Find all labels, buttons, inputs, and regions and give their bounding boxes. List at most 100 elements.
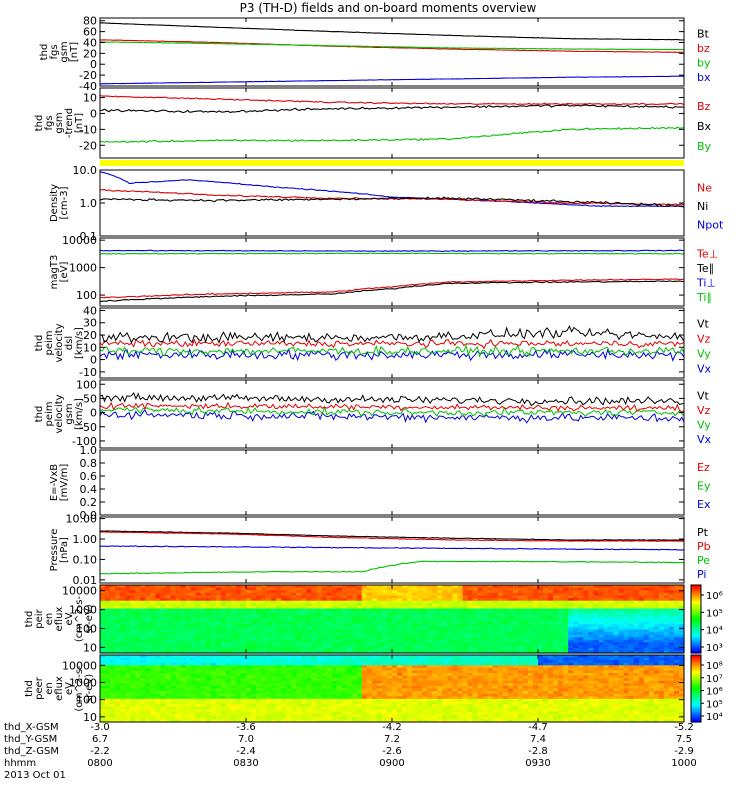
spectrogram-cell [246, 696, 252, 700]
spectrogram-cell [276, 632, 282, 636]
spectrogram-cell [165, 613, 171, 617]
spectrogram-cell [402, 688, 408, 692]
spectrogram-cell [593, 613, 599, 617]
spectrogram-cell [376, 626, 383, 630]
spectrogram-cell [180, 639, 187, 644]
spectrogram-cell [185, 714, 192, 718]
spectrogram-cell [477, 621, 484, 625]
spectrogram-cell [175, 667, 182, 672]
spectrogram-cell [578, 590, 584, 594]
spectrogram-cell [648, 590, 655, 594]
spectrogram-cell [563, 626, 569, 630]
spectrogram-cell [452, 595, 458, 599]
spectrogram-cell [381, 660, 388, 664]
spectrogram-cell [301, 592, 307, 596]
spectrogram-cell [175, 619, 182, 623]
spectrogram-cell [673, 632, 680, 636]
spectrogram-cell [326, 716, 333, 720]
spectrogram-cell [548, 637, 554, 641]
spectrogram-cell [472, 637, 479, 641]
spectrogram-cell [210, 587, 217, 591]
spectrogram-cell [105, 670, 111, 674]
spectrogram-cell [135, 637, 141, 641]
spectrogram-cell [200, 632, 207, 636]
spectrogram-cell [613, 592, 620, 596]
spectrogram-cell [371, 608, 378, 612]
spectrogram-cell [150, 590, 156, 594]
spectrogram-cell [210, 650, 217, 654]
spectrogram-cell [140, 642, 146, 646]
spectrogram-cell [412, 629, 418, 633]
spectrogram-cell [638, 629, 645, 633]
spectrogram-cell [412, 621, 418, 625]
spectrogram-cell [593, 645, 599, 649]
spectrogram-cell [392, 716, 398, 720]
spectrogram-cell [593, 624, 599, 628]
spectrogram-cell [633, 619, 640, 623]
spectrogram-cell [150, 675, 156, 679]
spectrogram-cell [296, 616, 302, 620]
spectrogram-cell [467, 639, 474, 644]
spectrogram-cell [422, 603, 428, 607]
spectrogram-cell [180, 598, 187, 602]
spectrogram-cell [371, 650, 378, 654]
spectrogram-cell [286, 678, 292, 682]
spectrogram-cell [331, 621, 338, 625]
spectrogram-cell [311, 637, 317, 641]
spectrogram-cell [397, 714, 403, 718]
spectrogram-cell [296, 613, 302, 617]
spectrogram-cell [402, 629, 408, 633]
spectrogram-cell [321, 691, 328, 695]
spectrogram-cell [321, 698, 328, 702]
spectrogram-cell [100, 634, 106, 638]
spectrogram-cell [225, 714, 232, 718]
spectrogram-cell [165, 701, 171, 705]
spectrogram-cell [150, 613, 156, 617]
spectrogram-cell [553, 619, 559, 623]
spectrogram-cell [371, 709, 378, 713]
spectrogram-cell [180, 585, 187, 589]
spectrogram-cell [241, 639, 247, 644]
spectrogram-cell [220, 619, 227, 623]
spectrogram-cell [286, 698, 292, 702]
spectrogram-cell [392, 611, 398, 615]
spectrogram-cell [366, 605, 373, 610]
spectrogram-cell [447, 637, 453, 641]
spectrogram-cell [573, 600, 579, 604]
spectrogram-cell [361, 698, 368, 702]
spectrogram-cell [507, 642, 514, 646]
spectrogram-cell [346, 629, 353, 633]
spectrogram-cell [316, 683, 323, 687]
spectrogram-cell [296, 696, 302, 700]
spectrogram-cell [628, 603, 635, 607]
spectrogram-cell [422, 632, 428, 636]
spectrogram-cell [155, 639, 161, 644]
spectrogram-cell [205, 698, 212, 702]
spectrogram-cell [120, 611, 126, 615]
spectrogram-cell [381, 691, 388, 695]
spectrogram-cell [527, 647, 534, 651]
spectrogram-cell [286, 637, 292, 641]
spectrogram-cell [110, 704, 116, 708]
spectrogram-cell [351, 626, 358, 630]
spectrogram-cell [286, 696, 292, 700]
spectrogram-cell [482, 605, 489, 610]
spectrogram-cell [623, 645, 630, 649]
spectrogram-cell [225, 611, 232, 615]
spectrogram-cell [316, 693, 323, 697]
spectrogram-cell [276, 629, 282, 633]
spectrogram-cell [306, 637, 312, 641]
spectrogram-cell [115, 693, 121, 697]
spectrogram-cell [578, 585, 584, 589]
spectrogram-cell [115, 600, 121, 604]
spectrogram-cell [341, 719, 348, 723]
spectrogram-cell [230, 619, 237, 623]
spectrogram-cell [125, 642, 131, 646]
spectrogram-cell [120, 685, 126, 690]
spectrogram-cell [573, 642, 579, 646]
spectrogram-cell [472, 587, 479, 591]
spectrogram-cell [366, 698, 373, 702]
spectrogram-cell [558, 647, 564, 651]
spectrogram-cell [527, 608, 534, 612]
spectrogram-cell [271, 598, 277, 602]
